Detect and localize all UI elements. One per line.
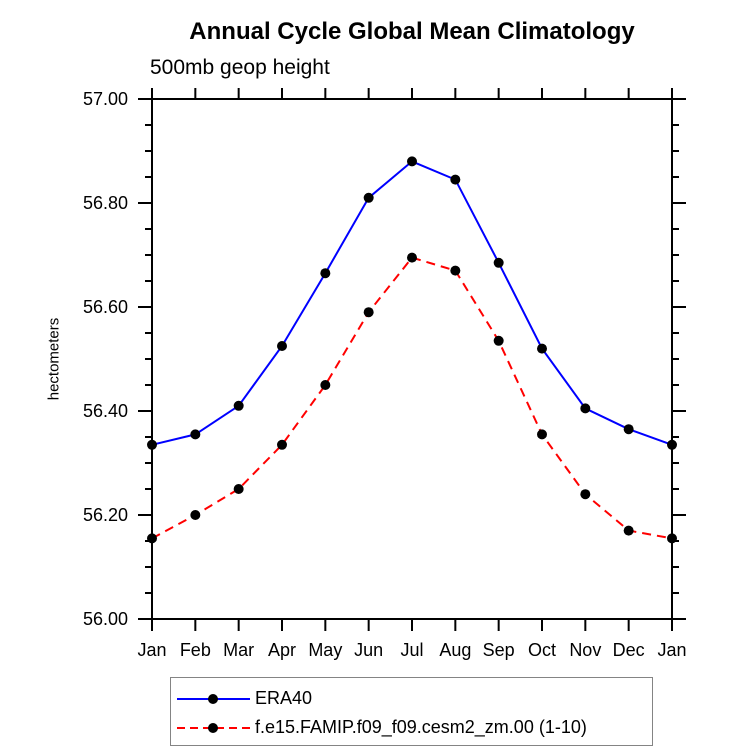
series-line-0	[151, 160, 673, 446]
data-point-marker	[623, 424, 634, 435]
data-point-marker	[277, 341, 287, 351]
data-point-marker	[363, 192, 374, 203]
y-tick-label: 56.40	[82, 401, 128, 421]
legend-item-model: f.e15.FAMIP.f09_f09.cesm2_zm.00 (1-10)	[176, 713, 652, 742]
y-tick-label: 56.00	[82, 609, 128, 629]
plot-frame	[151, 98, 673, 620]
data-point-marker	[147, 439, 157, 450]
series-line-1	[151, 256, 673, 540]
data-point-marker	[190, 429, 201, 440]
data-point-marker	[277, 439, 287, 450]
data-point-marker	[667, 533, 677, 544]
data-point-marker	[190, 510, 201, 520]
x-tick-label: Dec	[612, 640, 645, 660]
x-tick-label: Nov	[569, 640, 602, 660]
x-tick-label: Jun	[354, 640, 384, 660]
data-point-marker	[537, 343, 547, 354]
legend-item-era40: ERA40	[176, 684, 652, 713]
data-point-marker	[147, 533, 157, 544]
y-tick-label: 56.60	[82, 297, 128, 317]
data-point-marker	[320, 268, 331, 279]
data-point-marker	[493, 257, 504, 268]
x-tick-label: May	[308, 640, 343, 660]
data-point-marker	[363, 307, 374, 318]
legend-line-swatch	[177, 722, 250, 733]
x-tick-label: Mar	[223, 640, 255, 660]
data-point-marker	[623, 525, 634, 536]
chart-title: Annual Cycle Global Mean Climatology	[189, 18, 635, 45]
data-point-marker	[580, 489, 591, 500]
x-tick-label: Jan	[657, 640, 687, 660]
x-tick-label: Sep	[482, 640, 515, 660]
x-tick-label: Jul	[400, 640, 424, 660]
x-tick-label: Apr	[267, 640, 296, 660]
data-point-marker	[580, 403, 591, 414]
y-tick-label: 56.80	[82, 193, 128, 213]
y-tick-label: 56.20	[82, 505, 128, 525]
data-point-marker	[233, 400, 244, 411]
data-point-marker	[320, 380, 331, 390]
data-point-marker	[493, 335, 504, 346]
data-point-marker	[450, 174, 461, 185]
x-tick-label: Feb	[179, 640, 211, 660]
data-point-marker	[450, 265, 461, 276]
x-tick-label: Jan	[137, 640, 167, 660]
legend-line-swatch	[177, 693, 250, 704]
y-tick-label: 57.00	[82, 89, 128, 109]
data-point-marker	[667, 439, 677, 450]
chart-subtitle: 500mb geop height	[150, 56, 330, 79]
legend-marker-icon	[208, 722, 218, 733]
data-point-marker	[407, 252, 417, 263]
legend-label: ERA40	[255, 688, 313, 708]
data-point-marker	[537, 429, 547, 440]
data-point-marker	[407, 156, 417, 167]
legend-marker-icon	[208, 693, 218, 704]
x-tick-label: Oct	[527, 640, 556, 660]
data-point-marker	[233, 484, 244, 494]
legend-label: f.e15.FAMIP.f09_f09.cesm2_zm.00 (1-10)	[255, 717, 587, 737]
x-tick-label: Aug	[439, 640, 472, 660]
legend: ERA40 f.e15.FAMIP.f09_f09.cesm2_zm.00 (1…	[170, 677, 653, 746]
